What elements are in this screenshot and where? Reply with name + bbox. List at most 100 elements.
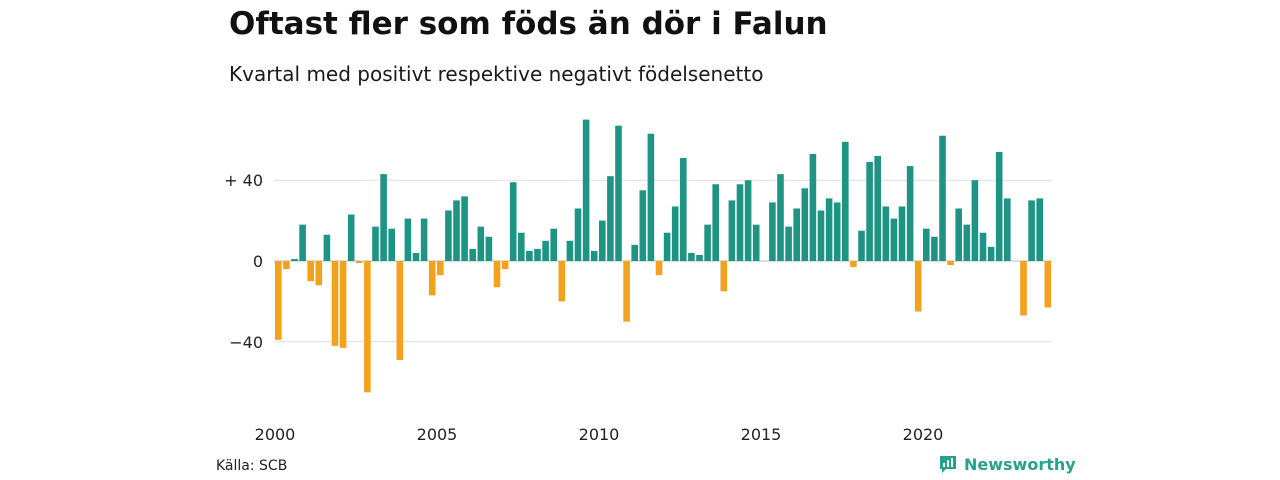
bar-positive [420,218,428,261]
bar-positive [574,208,582,261]
bar-positive [744,180,752,261]
bar-positive [526,250,533,261]
bar-positive [323,234,331,261]
bar-positive [817,210,825,261]
bar-negative [275,261,282,340]
bar-positive [372,226,379,261]
bar-positive [388,228,395,261]
bar-positive [615,125,622,261]
bar-positive [607,176,614,261]
bar-positive [518,232,525,261]
x-axis-labels: 2000 2005 2010 2015 2020 [255,425,944,444]
bar-positive [1036,198,1043,261]
bar-positive [874,155,881,261]
bar-positive [785,226,792,261]
bar-positive [833,202,841,261]
bar-positive [696,254,703,261]
bar-negative [396,261,404,360]
bar-negative [623,261,630,322]
bar-negative [307,261,314,282]
bar-positive [752,224,760,261]
bar-positive [445,210,452,261]
bar-positive [477,226,485,261]
bar-negative [331,261,339,346]
bar-negative [655,261,663,276]
bar-negative [339,261,347,348]
bar-positive [534,248,541,261]
bar-positive [663,232,671,261]
bar-positive [866,162,873,261]
y-axis-labels: + 40 0 −40 [224,171,263,352]
x-tick-label: 2000 [255,425,296,444]
bar-positive [906,166,914,261]
bar-positive [898,206,906,261]
bar-positive [979,232,987,261]
bar-positive [469,248,476,261]
bar-positive [923,228,930,261]
bar-positive [590,250,598,261]
bar-positive [509,182,517,261]
bar-positive [825,198,833,261]
bar-positive [931,236,938,261]
bar-positive [704,224,711,261]
grid-lines [274,179,1052,343]
bar-positive [987,246,995,261]
bar-negative [1044,261,1052,308]
bar-positive [793,208,800,261]
bar-negative [315,261,323,286]
bar-positive [461,196,468,261]
bar-positive [882,206,890,261]
bar-positive [542,240,549,261]
bar-positive [939,135,946,261]
y-tick-label: 0 [253,252,263,271]
y-tick-label: + 40 [224,171,263,190]
bar-negative [501,261,509,270]
bar-negative [947,261,954,266]
bar-positive [453,200,460,261]
bar-positive [809,153,817,261]
x-tick-label: 2010 [579,425,620,444]
bar-negative [428,261,436,296]
bar-positive [777,174,784,261]
bar-positive [995,151,1003,261]
bar-positive [639,190,647,261]
bar-positive [842,141,849,261]
bar-positive [963,224,971,261]
brand-name: Newsworthy [964,454,1076,474]
bar-positive [582,119,590,261]
bar-negative [283,261,290,270]
bar-positive [1004,198,1011,261]
bars [275,119,1052,393]
bar-positive [1028,200,1035,261]
bar-positive [680,157,687,261]
bar-negative [720,261,728,292]
bar-positive [671,206,679,261]
bar-negative [493,261,501,288]
bar-positive [890,218,898,261]
bar-positive [299,224,306,261]
bar-negative [364,261,371,393]
brand-logo[interactable]: Newsworthy [938,454,1076,474]
bar-negative [850,261,857,268]
x-tick-label: 2020 [903,425,944,444]
bar-positive [599,220,606,261]
y-tick-label: −40 [229,333,263,352]
bar-positive [801,188,809,261]
bar-positive [769,202,776,261]
bar-positive [647,133,655,261]
bar-positive [485,236,493,261]
bar-positive [404,218,412,261]
newsworthy-logo-icon [940,456,956,473]
bar-positive [291,258,298,261]
bar-negative [437,261,444,276]
bar-positive [858,230,865,261]
bar-positive [412,252,420,261]
bar-positive [971,180,979,261]
bar-negative [914,261,922,312]
bar-negative [1020,261,1027,316]
source-note: Källa: SCB [216,458,288,474]
bar-positive [688,252,695,261]
chart-title: Oftast fler som föds än dör i Falun [229,6,828,42]
bar-positive [712,184,719,261]
